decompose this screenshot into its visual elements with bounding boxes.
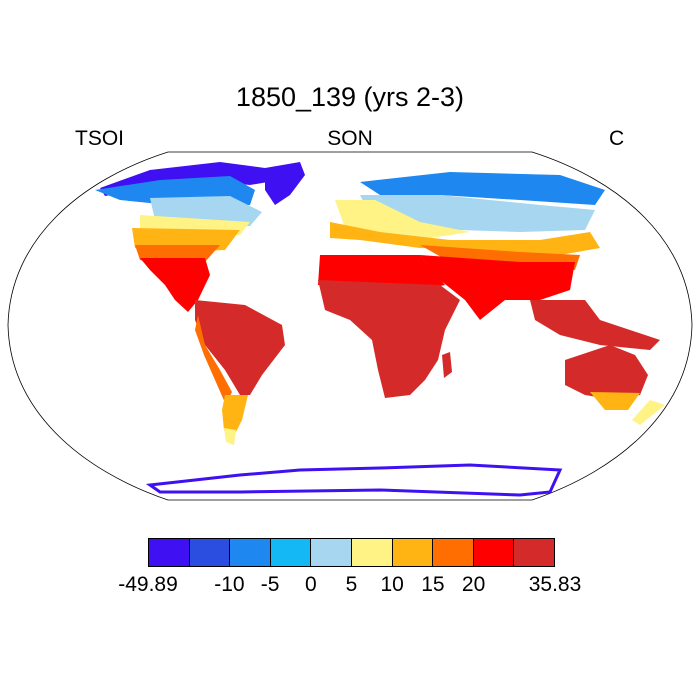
new-zealand [632, 400, 665, 425]
south-america-hot [195, 300, 285, 395]
colorbar-label: -10 [214, 573, 245, 596]
central-america [140, 258, 210, 312]
colorbar-box [230, 539, 271, 566]
southeast-asia [530, 300, 660, 350]
colorbar-box [149, 539, 190, 566]
colorbar-box [392, 539, 434, 566]
africa-core [318, 280, 460, 398]
patagonia [224, 428, 236, 445]
colorbar-label: -5 [260, 573, 280, 596]
colorbar-label: 0 [304, 573, 317, 596]
eurasia-warm [330, 222, 600, 255]
colorbar-label: 35.83 [528, 573, 582, 596]
europe-mild [335, 200, 470, 238]
madagascar [442, 352, 452, 378]
units-label: C [609, 127, 625, 150]
colorbar-box [189, 539, 231, 566]
colorbar-label: 5 [345, 573, 358, 596]
variable-label: TSOI [75, 127, 125, 150]
colorbar-box [311, 539, 352, 566]
colorbar-box [514, 539, 554, 566]
australia [565, 345, 648, 400]
south-america-andes [195, 315, 232, 405]
colorbar-box [433, 539, 474, 566]
colorbar-label: 20 [461, 573, 486, 596]
africa-north [318, 255, 445, 290]
colorbar-box [351, 539, 393, 566]
colorbar [148, 538, 555, 567]
colorbar-label: 15 [421, 573, 445, 596]
colorbar-box [270, 539, 312, 566]
greenland [265, 162, 305, 205]
colorbar-label: -49.89 [118, 573, 178, 596]
eurasia-arctic [360, 172, 605, 205]
plot-title: 1850_139 (yrs 2-3) [235, 82, 465, 112]
australia-south [590, 392, 640, 410]
south-asia [420, 255, 575, 320]
antarctica [145, 463, 563, 497]
colorbar-box [473, 539, 515, 566]
season-label: SON [327, 127, 373, 150]
colorbar-label: 10 [380, 573, 404, 596]
